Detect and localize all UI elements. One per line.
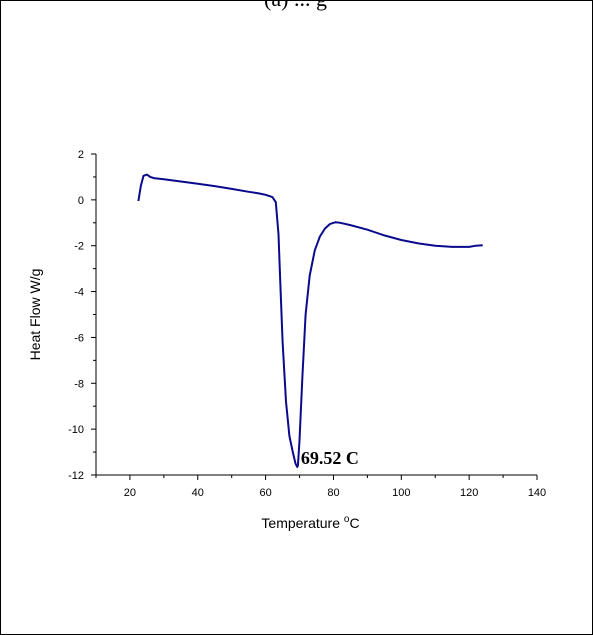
x-axis-label-unit: C [349, 515, 359, 531]
x-tick-label: 120 [460, 487, 478, 499]
plot-area [137, 173, 483, 468]
y-tick-label: -12 [68, 470, 84, 482]
peak-annotation: 69.52 C [301, 448, 359, 468]
x-tick-label: 80 [327, 487, 339, 499]
x-axis-label-main: Temperature [261, 515, 343, 531]
y-tick-label: 0 [78, 195, 84, 207]
y-tick-label: -2 [74, 241, 84, 253]
y-axis-label: Heat Flow W/g [27, 269, 43, 361]
y-tick-label: -8 [74, 378, 84, 390]
degree-symbol: o [344, 514, 350, 525]
x-tick-label: 20 [124, 487, 136, 499]
x-tick-label: 140 [528, 487, 546, 499]
x-tick-label: 60 [259, 487, 271, 499]
y-tick-label: -10 [68, 424, 84, 436]
y-tick-label: -6 [74, 332, 84, 344]
x-tick-label: 40 [192, 487, 204, 499]
x-tick-label: 100 [392, 487, 410, 499]
heat-flow-line [137, 173, 483, 468]
clipped-header-text: (a) ... g [0, 0, 591, 12]
y-tick-label: -4 [74, 287, 84, 299]
y-tick-label: 2 [78, 149, 84, 161]
axes [95, 154, 537, 476]
x-axis-label: Temperature oC [261, 514, 359, 531]
